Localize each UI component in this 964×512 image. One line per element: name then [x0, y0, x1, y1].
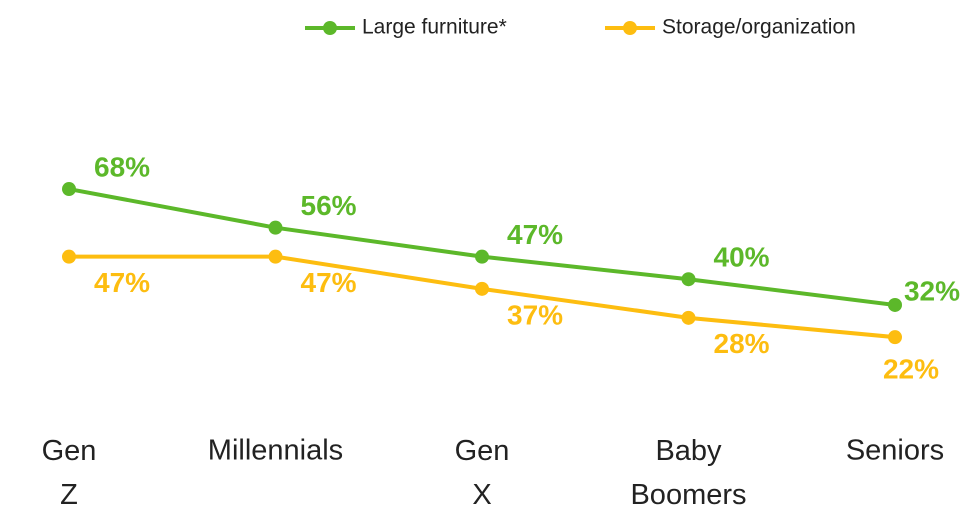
point [475, 281, 489, 296]
legend-label: Large furniture* [362, 16, 507, 39]
data-label: 22% [883, 354, 939, 385]
data-label: 28% [714, 328, 770, 359]
point [62, 249, 76, 264]
x-tick-label: Seniors [846, 435, 944, 467]
point [888, 297, 902, 312]
x-tick-label: Gen X [455, 435, 510, 511]
data-label: 40% [714, 242, 770, 273]
legend-marker [323, 21, 337, 35]
point [62, 182, 76, 197]
legend-marker [623, 21, 637, 35]
x-tick-label: Baby Boomers [630, 435, 746, 511]
series-line [69, 254, 896, 340]
data-label: 47% [94, 267, 150, 298]
point [475, 249, 489, 264]
legend-label: Storage/organization [662, 16, 856, 39]
point [681, 310, 696, 325]
point [681, 272, 696, 287]
point [888, 330, 902, 345]
point [268, 220, 283, 235]
data-label: 37% [507, 299, 563, 330]
x-tick-label: Gen Z [42, 435, 97, 511]
data-label: 68% [94, 151, 150, 182]
data-label: 32% [904, 275, 960, 306]
data-label: 56% [301, 190, 357, 221]
point [268, 249, 283, 264]
data-label: 47% [301, 267, 357, 298]
x-tick-label: Millennials [208, 435, 343, 467]
data-label: 47% [507, 219, 563, 250]
